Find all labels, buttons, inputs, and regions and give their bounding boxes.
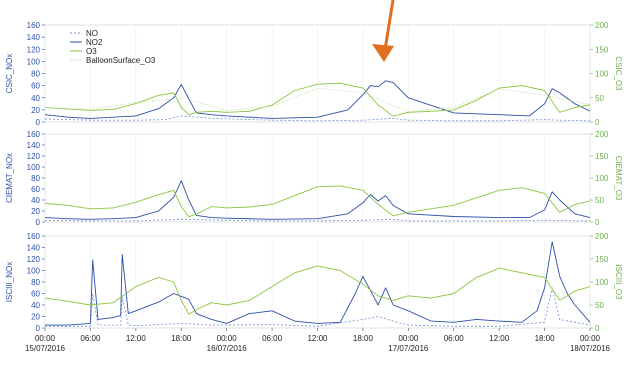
series-line-o3 bbox=[44, 265, 591, 315]
y-left-tick-label: 100 bbox=[27, 267, 41, 276]
y-left-tick-label: 100 bbox=[27, 57, 41, 66]
chart-panel-1: 0 20 40 60 80 100 120 140 160 0 50 100 150 200 CSIC_NO… bbox=[5, 21, 623, 127]
chart-panel-2: 0 20 40 60 80 100 120 140 160 0 50 100 150 200 CIEMAT_… bbox=[5, 130, 623, 227]
y-left-tick-label: 160 bbox=[27, 232, 41, 241]
y-left-tick-label: 40 bbox=[31, 301, 40, 310]
x-tick-label: 06:00 bbox=[444, 334, 465, 343]
y-right-tick-label: 200 bbox=[595, 130, 609, 139]
x-tick-label: 06:00 bbox=[80, 334, 101, 343]
y-left-tick-label: 80 bbox=[31, 278, 40, 287]
y-left-tick-label: 20 bbox=[31, 106, 40, 115]
y-left-tick-label: 0 bbox=[36, 218, 41, 227]
y-right-tick-label: 150 bbox=[595, 255, 609, 264]
legend-entry: O3 bbox=[86, 47, 97, 56]
y-left-tick-label: 40 bbox=[31, 196, 40, 205]
y-right-tick-label: 200 bbox=[595, 21, 609, 30]
y-left-tick-label: 60 bbox=[31, 290, 40, 299]
x-tick-label: 12:00 bbox=[307, 334, 328, 343]
x-date-label: 17/07/2016 bbox=[388, 344, 429, 353]
legend-entry: NO2 bbox=[86, 38, 103, 47]
arrow-head bbox=[372, 44, 394, 62]
x-tick-label: 12:00 bbox=[126, 334, 147, 343]
y-right-tick-label: 100 bbox=[595, 278, 609, 287]
series-line-no2 bbox=[44, 80, 591, 119]
legend-entry: NO bbox=[86, 29, 98, 38]
y-right-tick-label: 150 bbox=[595, 152, 609, 161]
series-line-o3 bbox=[44, 82, 591, 117]
series-line-o3 bbox=[44, 185, 591, 218]
y-right-tick-label: 50 bbox=[595, 301, 604, 310]
y-right-axis-label: CIEMAT_O3 bbox=[614, 156, 623, 201]
y-left-tick-label: 20 bbox=[31, 313, 40, 322]
y-right-tick-label: 150 bbox=[595, 45, 609, 54]
y-right-tick-label: 0 bbox=[595, 118, 600, 127]
y-left-tick-label: 140 bbox=[27, 33, 41, 42]
y-left-tick-label: 80 bbox=[31, 174, 40, 183]
y-left-axis-label: CSIC_NOx bbox=[5, 54, 14, 94]
y-left-axis-label: ISCIII_NOx bbox=[5, 262, 14, 302]
y-left-tick-label: 80 bbox=[31, 70, 40, 79]
y-left-tick-label: 20 bbox=[31, 207, 40, 216]
x-date-label: 18/07/2016 bbox=[570, 344, 611, 353]
x-tick-label: 00:00 bbox=[398, 334, 419, 343]
y-left-axis-label: CIEMAT_NOx bbox=[5, 153, 14, 203]
x-tick-label: 12:00 bbox=[489, 334, 510, 343]
y-left-tick-label: 140 bbox=[27, 244, 41, 253]
y-right-tick-label: 50 bbox=[595, 196, 604, 205]
y-right-tick-label: 100 bbox=[595, 70, 609, 79]
y-left-tick-label: 120 bbox=[27, 45, 41, 54]
y-right-tick-label: 50 bbox=[595, 94, 604, 103]
y-right-tick-label: 100 bbox=[595, 174, 609, 183]
series-line-no bbox=[44, 115, 591, 122]
x-tick-label: 00:00 bbox=[217, 334, 238, 343]
chart-panel-3: 0 20 40 60 80 100 120 140 160 0 50 100 150 200 ISCIII_… bbox=[5, 232, 623, 333]
y-left-tick-label: 100 bbox=[27, 163, 41, 172]
x-tick-label: 18:00 bbox=[171, 334, 192, 343]
y-right-tick-label: 0 bbox=[595, 218, 600, 227]
y-right-tick-label: 0 bbox=[595, 324, 600, 333]
y-right-tick-label: 200 bbox=[595, 232, 609, 241]
chart-panels: 020406080100120140160050100150200CSIC_NO… bbox=[5, 21, 623, 333]
y-left-tick-label: 160 bbox=[27, 130, 41, 139]
x-tick-label: 00:00 bbox=[35, 334, 56, 343]
x-tick-label: 18:00 bbox=[353, 334, 374, 343]
x-date-label: 15/07/2016 bbox=[25, 344, 66, 353]
series-line-no2 bbox=[44, 180, 591, 220]
annotation-arrow bbox=[372, 0, 395, 62]
x-tick-label: 18:00 bbox=[535, 334, 556, 343]
y-left-tick-label: 120 bbox=[27, 255, 41, 264]
y-left-tick-label: 40 bbox=[31, 94, 40, 103]
y-left-tick-label: 60 bbox=[31, 185, 40, 194]
x-date-label: 16/07/2016 bbox=[207, 344, 248, 353]
y-right-axis-label: ISCIII_O3 bbox=[614, 264, 623, 300]
y-left-tick-label: 0 bbox=[36, 324, 41, 333]
series-line-no2 bbox=[45, 241, 591, 326]
x-axis: 00:00 06:00 12:00 18:00 00:00 06:00 12:00 18:00… bbox=[25, 328, 611, 353]
y-left-tick-label: 120 bbox=[27, 152, 41, 161]
x-tick-label: 06:00 bbox=[262, 334, 283, 343]
x-tick-label: 00:00 bbox=[580, 334, 601, 343]
arrow-shaft bbox=[383, 0, 395, 52]
y-left-tick-label: 60 bbox=[31, 82, 40, 91]
series-line-no bbox=[45, 287, 591, 327]
y-left-tick-label: 140 bbox=[27, 141, 41, 150]
legend-entry: BalloonSurface_O3 bbox=[86, 56, 156, 65]
y-right-axis-label: CSIC_O3 bbox=[614, 56, 623, 91]
y-left-tick-label: 160 bbox=[27, 21, 41, 30]
y-left-tick-label: 0 bbox=[36, 118, 41, 127]
series-line-balloonsurface-o3 bbox=[44, 87, 591, 112]
